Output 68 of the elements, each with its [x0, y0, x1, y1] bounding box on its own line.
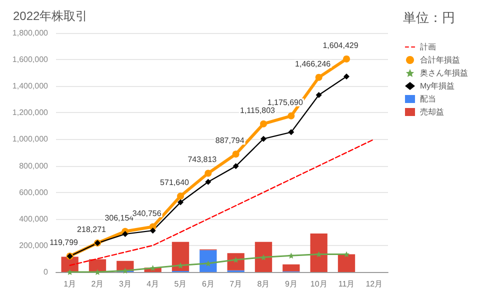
point [316, 251, 322, 258]
y-tick-label: 1,400,000 [12, 82, 49, 91]
point [205, 178, 212, 185]
x-tick-label: 7月 [230, 280, 242, 288]
point [122, 231, 128, 238]
y-tick-label: 1,600,000 [12, 55, 49, 64]
bar [254, 242, 272, 272]
x-tick-label: 5月 [174, 280, 187, 288]
data-label: 1,175,690 [267, 98, 304, 107]
legend-title: 単位：円 [403, 10, 455, 25]
point [316, 92, 322, 98]
data-label: 743,813 [188, 155, 218, 164]
data-label: 306,154 [104, 213, 134, 222]
point [94, 269, 100, 275]
point [232, 163, 239, 170]
x-tick-label: 8月 [257, 280, 270, 288]
point [344, 74, 350, 80]
x-tick-label: 9月 [284, 280, 298, 288]
bar [338, 254, 356, 272]
data-label: 340,756 [132, 208, 162, 218]
y-tick-label: 400,000 [19, 214, 49, 224]
data-label: 1,604,429 [322, 40, 359, 50]
point [177, 192, 184, 200]
x-tick-label: 3月 [118, 280, 132, 288]
x-tick-label: 6月 [202, 280, 214, 288]
legend-label: 売却益 [420, 108, 444, 116]
point [150, 228, 156, 234]
bar [172, 242, 190, 271]
y-tick-label: 1,000,000 [12, 134, 49, 144]
legend-label: 計画 [420, 42, 436, 52]
point [66, 269, 73, 275]
data-label: 571,640 [160, 178, 190, 188]
data-label: 218,271 [77, 225, 107, 234]
point [178, 199, 184, 206]
bar [282, 264, 300, 272]
data-label: 1,466,246 [295, 59, 332, 68]
x-tick-label: 11月 [338, 280, 355, 288]
point [288, 112, 295, 120]
y-tick-label: 1,200,000 [12, 108, 49, 118]
y-tick-label: 800,000 [19, 161, 49, 170]
data-label: 119,799 [50, 238, 79, 248]
data-label: 1,115,803 [240, 106, 276, 115]
chart-title: 2022年株取引 [13, 9, 88, 23]
y-tick-label: 0 [44, 268, 49, 276]
point [260, 120, 267, 128]
x-tick-label: 4月 [146, 280, 160, 288]
bar [310, 233, 328, 272]
legend-label: My年損益 [420, 82, 455, 90]
point [288, 252, 294, 259]
point [288, 129, 294, 136]
x-tick-label: 10月 [310, 280, 328, 288]
data-label: 887,794 [215, 136, 245, 146]
x-tick-label: 2月 [91, 280, 104, 288]
point [232, 150, 240, 158]
point [343, 55, 350, 62]
y-tick-label: 200,000 [19, 240, 49, 250]
y-tick-label: 600,000 [19, 188, 49, 197]
point [315, 74, 322, 81]
point [344, 251, 350, 258]
y-tick-label: 1,800,000 [12, 28, 49, 38]
point [260, 136, 266, 142]
legend-label: 配当 [420, 94, 436, 104]
x-tick-label: 12月 [366, 280, 383, 288]
legend-label: 奥さん年損益 [420, 68, 468, 78]
bar [200, 250, 217, 272]
x-tick-label: 1月 [64, 280, 76, 288]
legend-label: 合計年損益 [420, 56, 460, 64]
point [204, 170, 212, 177]
